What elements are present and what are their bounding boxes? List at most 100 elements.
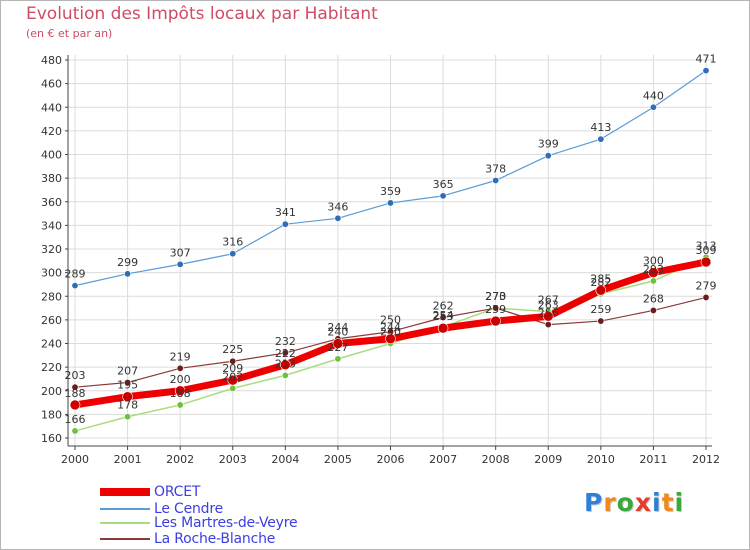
data-point bbox=[386, 199, 394, 207]
data-point bbox=[281, 349, 289, 357]
data-point bbox=[332, 338, 344, 349]
x-tick-label: 2000 bbox=[61, 453, 89, 466]
chart-title: Evolution des Impôts locaux par Habitant bbox=[26, 4, 378, 24]
data-label: 263 bbox=[538, 298, 559, 311]
data-label: 279 bbox=[696, 279, 717, 292]
y-tick-label: 380 bbox=[41, 172, 62, 185]
x-tick-label: 2004 bbox=[271, 453, 299, 466]
y-tick-label: 440 bbox=[41, 101, 62, 114]
data-point bbox=[597, 135, 605, 143]
data-label: 259 bbox=[485, 303, 506, 316]
y-tick-label: 340 bbox=[41, 219, 62, 232]
data-point bbox=[700, 256, 712, 268]
y-tick-label: 180 bbox=[41, 408, 62, 421]
data-point bbox=[281, 220, 289, 228]
data-point bbox=[492, 304, 500, 312]
data-point bbox=[281, 371, 289, 379]
data-point bbox=[490, 315, 501, 327]
x-tick-label: 2011 bbox=[639, 453, 667, 466]
legend-swatch bbox=[100, 488, 150, 496]
y-tick-label: 320 bbox=[41, 243, 62, 256]
x-tick-label: 2007 bbox=[429, 453, 457, 466]
data-label: 299 bbox=[117, 256, 138, 269]
data-point bbox=[229, 384, 237, 392]
data-point bbox=[597, 317, 605, 325]
data-label: 240 bbox=[327, 326, 348, 339]
legend-item-le-cendre: Le Cendre bbox=[100, 501, 223, 517]
data-label: 232 bbox=[275, 335, 296, 348]
legend-label: La Roche-Blanche bbox=[154, 531, 276, 547]
data-label: 346 bbox=[327, 200, 348, 213]
data-point bbox=[648, 267, 659, 278]
y-tick-label: 420 bbox=[41, 125, 62, 138]
data-point bbox=[229, 250, 237, 258]
data-label: 309 bbox=[696, 244, 717, 257]
y-tick-label: 300 bbox=[41, 267, 62, 280]
data-label: 203 bbox=[65, 369, 86, 382]
data-label: 341 bbox=[275, 206, 296, 219]
data-point bbox=[71, 383, 79, 391]
data-point bbox=[122, 391, 133, 402]
logo-letter: o bbox=[616, 488, 635, 517]
data-point bbox=[437, 322, 449, 334]
x-tick-label: 2008 bbox=[482, 453, 510, 466]
data-label: 244 bbox=[380, 321, 401, 334]
data-label: 222 bbox=[275, 347, 296, 360]
legend-swatch bbox=[100, 522, 150, 524]
data-label: 365 bbox=[433, 178, 454, 191]
data-point bbox=[227, 374, 239, 386]
x-tick-label: 2005 bbox=[324, 453, 352, 466]
data-label: 285 bbox=[590, 272, 611, 285]
data-label: 219 bbox=[170, 350, 191, 363]
y-tick-label: 360 bbox=[41, 196, 62, 209]
data-point bbox=[439, 314, 447, 322]
legend-label: Les Martres-de-Veyre bbox=[154, 515, 298, 531]
data-point bbox=[124, 270, 132, 278]
data-label: 313 bbox=[696, 239, 717, 252]
logo-letter: i bbox=[674, 488, 685, 517]
data-point bbox=[176, 260, 184, 268]
logo-letter: r bbox=[603, 488, 617, 517]
data-label: 307 bbox=[170, 246, 191, 259]
data-label: 209 bbox=[222, 362, 243, 375]
chart-subtitle: (en € et par an) bbox=[26, 27, 113, 40]
proxiti-logo: Proxiti bbox=[584, 488, 684, 517]
legend-swatch bbox=[100, 508, 150, 510]
data-point bbox=[71, 282, 79, 290]
data-label: 440 bbox=[643, 89, 664, 102]
logo-letter: P bbox=[584, 488, 604, 517]
data-label: 188 bbox=[65, 387, 86, 400]
data-label: 225 bbox=[222, 343, 243, 356]
legend-item-les-martres-de-veyre: Les Martres-de-Veyre bbox=[100, 515, 298, 531]
data-label: 259 bbox=[590, 303, 611, 316]
data-label: 207 bbox=[117, 364, 138, 377]
legend-label: Le Cendre bbox=[154, 501, 224, 517]
data-point bbox=[124, 378, 132, 386]
logo-letter: x bbox=[634, 488, 652, 517]
data-label: 202 bbox=[222, 370, 243, 383]
data-label: 178 bbox=[117, 399, 138, 412]
data-point bbox=[334, 355, 342, 363]
data-label: 289 bbox=[65, 268, 86, 281]
legend-swatch bbox=[100, 538, 150, 540]
x-tick-label: 2006 bbox=[377, 453, 405, 466]
data-point bbox=[492, 176, 500, 184]
data-point bbox=[176, 401, 184, 409]
data-label: 270 bbox=[485, 290, 506, 303]
y-tick-label: 240 bbox=[41, 338, 62, 351]
data-point bbox=[71, 427, 79, 435]
data-label: 413 bbox=[590, 121, 611, 134]
data-label: 250 bbox=[380, 314, 401, 327]
data-label: 282 bbox=[590, 276, 611, 289]
data-label: 195 bbox=[117, 379, 138, 392]
legend-item-la-roche-blanche: La Roche-Blanche bbox=[100, 531, 275, 547]
data-label: 300 bbox=[643, 255, 664, 268]
data-label: 227 bbox=[327, 341, 348, 354]
data-point bbox=[124, 413, 132, 421]
data-label: 244 bbox=[327, 321, 348, 334]
data-point bbox=[544, 152, 552, 160]
data-point bbox=[702, 293, 710, 301]
y-tick-label: 480 bbox=[41, 54, 62, 67]
y-tick-label: 460 bbox=[41, 78, 62, 91]
